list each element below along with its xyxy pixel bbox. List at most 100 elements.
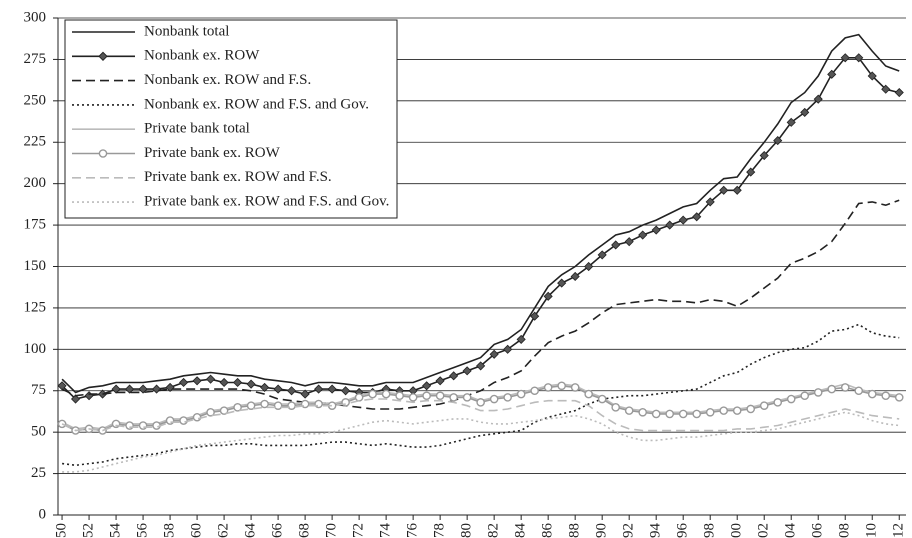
x-tick-label: 1950	[53, 523, 69, 538]
marker	[422, 381, 432, 391]
marker	[273, 384, 283, 394]
x-tick-label: 1998	[702, 523, 718, 538]
marker	[746, 167, 756, 177]
marker	[570, 271, 580, 282]
x-tick-label: 1988	[567, 523, 583, 538]
x-tick-label: 1982	[486, 523, 502, 538]
x-tick-label: 1994	[648, 523, 664, 538]
marker	[435, 391, 445, 401]
marker	[395, 391, 404, 401]
marker	[341, 386, 351, 396]
x-tick-label: 1990	[594, 523, 610, 538]
marker	[462, 366, 472, 376]
legend-label: Nonbank ex. ROW	[144, 48, 260, 64]
marker	[867, 389, 877, 399]
marker	[759, 150, 769, 161]
marker	[732, 406, 742, 415]
marker	[840, 383, 850, 392]
marker	[678, 409, 688, 419]
marker	[516, 389, 526, 399]
legend-marker	[98, 149, 108, 158]
marker	[786, 394, 796, 404]
legend-box	[64, 19, 398, 219]
marker	[854, 53, 864, 63]
marker	[435, 376, 445, 386]
marker	[138, 421, 148, 430]
x-tick-label: 1970	[324, 523, 340, 538]
marker	[368, 389, 377, 399]
series-line	[62, 323, 900, 467]
marker	[894, 393, 904, 402]
marker	[867, 71, 877, 81]
y-tick-label: 225	[24, 134, 47, 150]
marker	[152, 384, 162, 394]
marker	[557, 278, 567, 288]
marker	[665, 409, 674, 419]
legend-label: Nonbank ex. ROW and F.S. and Gov.	[144, 96, 369, 112]
marker	[557, 381, 566, 391]
marker	[624, 237, 634, 247]
marker	[800, 391, 810, 401]
marker	[719, 185, 729, 195]
x-tick-label: 1986	[540, 523, 556, 538]
marker	[503, 393, 512, 402]
marker	[219, 406, 229, 415]
marker	[611, 240, 621, 250]
x-tick-label: 1984	[513, 523, 529, 538]
marker	[476, 398, 485, 407]
marker	[638, 230, 648, 240]
x-tick-label: 2010	[864, 523, 880, 538]
y-tick-label: 125	[24, 299, 47, 315]
marker	[665, 220, 675, 230]
marker	[530, 386, 539, 396]
x-tick-label: 1996	[675, 523, 691, 538]
marker	[651, 409, 661, 419]
legend-label: Private bank ex. ROW and F.S. and Gov.	[144, 194, 389, 210]
marker	[638, 407, 647, 417]
marker	[206, 407, 215, 417]
marker	[233, 377, 243, 388]
marker	[179, 377, 189, 388]
marker	[70, 394, 81, 404]
x-tick-label: 1964	[243, 523, 259, 538]
x-tick-label: 1962	[216, 523, 232, 538]
x-tick-label: 1960	[189, 523, 205, 538]
marker	[462, 393, 472, 402]
y-tick-label: 0	[39, 506, 47, 522]
series-line	[61, 33, 900, 394]
marker	[746, 404, 756, 414]
series-line	[61, 384, 900, 432]
marker	[138, 384, 148, 394]
legend-label: Private bank ex. ROW and F.S.	[144, 169, 332, 185]
marker	[651, 225, 661, 235]
x-tick-label: 2000	[729, 523, 745, 538]
y-tick-label: 75	[31, 382, 46, 398]
marker	[773, 398, 783, 407]
marker	[489, 394, 499, 404]
series-line	[61, 398, 900, 432]
marker	[287, 401, 296, 410]
y-tick-label: 50	[31, 424, 46, 440]
marker	[449, 371, 459, 381]
marker	[300, 389, 310, 399]
marker	[219, 377, 229, 388]
marker	[503, 344, 513, 354]
marker	[287, 386, 297, 396]
x-tick-label: 1954	[108, 523, 124, 538]
marker	[530, 311, 540, 321]
marker	[476, 361, 486, 371]
x-tick-label: 2002	[756, 523, 772, 538]
marker	[584, 261, 594, 272]
marker	[192, 376, 202, 386]
marker	[813, 388, 823, 397]
marker	[192, 412, 202, 422]
x-tick-label: 1956	[135, 523, 151, 538]
marker	[233, 403, 242, 412]
marker	[125, 421, 134, 430]
marker	[786, 117, 796, 127]
y-tick-label: 100	[24, 341, 47, 357]
marker	[57, 419, 67, 429]
marker	[584, 389, 593, 399]
marker	[840, 53, 850, 63]
marker	[516, 334, 526, 344]
